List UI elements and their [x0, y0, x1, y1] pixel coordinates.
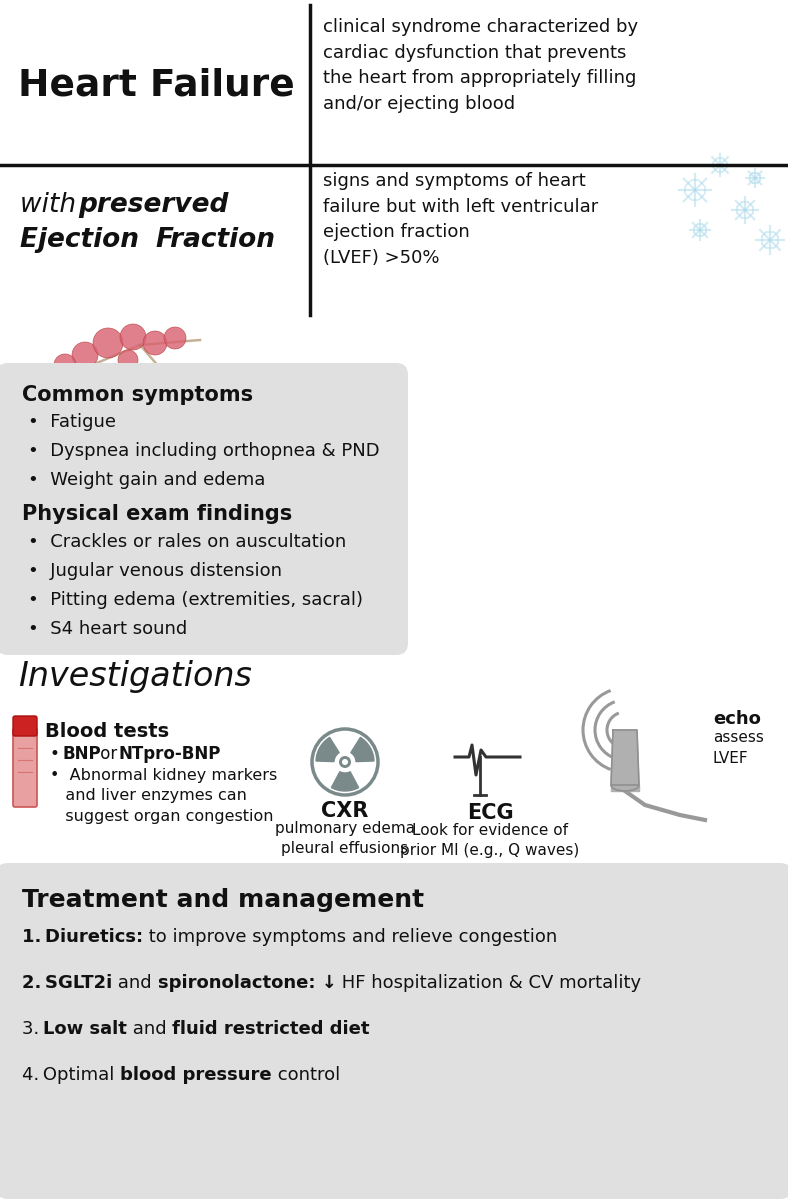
Text: Common symptoms: Common symptoms: [22, 385, 253, 404]
Text: ECG: ECG: [466, 803, 513, 823]
Text: Physical exam findings: Physical exam findings: [22, 504, 292, 524]
FancyBboxPatch shape: [0, 863, 788, 1199]
Circle shape: [118, 350, 138, 370]
Text: •  S4 heart sound: • S4 heart sound: [28, 620, 188, 638]
Polygon shape: [351, 738, 374, 762]
Text: •  Jugular venous distension: • Jugular venous distension: [28, 562, 282, 580]
Text: 2. SGLT2i: 2. SGLT2i: [22, 974, 112, 992]
Text: to improve symptoms and relieve congestion: to improve symptoms and relieve congesti…: [143, 928, 557, 946]
Text: blood pressure: blood pressure: [120, 1066, 272, 1084]
Text: 4. Optimal: 4. Optimal: [22, 1066, 120, 1084]
Text: Look for evidence of
prior MI (e.g., Q waves): Look for evidence of prior MI (e.g., Q w…: [400, 823, 580, 858]
Text: Low salt: Low salt: [43, 1020, 127, 1038]
Circle shape: [164, 326, 186, 349]
Circle shape: [66, 370, 84, 386]
Polygon shape: [316, 738, 339, 762]
Text: and: and: [112, 974, 158, 992]
Circle shape: [72, 342, 98, 368]
Text: spironolactone: ↓: spironolactone: ↓: [158, 974, 336, 992]
Text: control: control: [272, 1066, 340, 1084]
Circle shape: [312, 728, 378, 794]
Text: •  Abnormal kidney markers
   and liver enzymes can
   suggest organ congestion: • Abnormal kidney markers and liver enzy…: [50, 768, 277, 823]
Text: CXR: CXR: [322, 802, 369, 821]
FancyBboxPatch shape: [13, 716, 37, 736]
Text: Heart Failure: Heart Failure: [18, 67, 295, 103]
Text: •: •: [50, 745, 65, 763]
Circle shape: [143, 331, 167, 355]
Polygon shape: [611, 730, 639, 785]
Circle shape: [90, 365, 110, 385]
Text: Treatment and management: Treatment and management: [22, 888, 424, 912]
Text: NTpro-BNP: NTpro-BNP: [118, 745, 221, 763]
Text: or: or: [95, 745, 122, 763]
Text: and: and: [127, 1020, 172, 1038]
Text: HF hospitalization & CV mortality: HF hospitalization & CV mortality: [336, 974, 641, 992]
Text: signs and symptoms of heart
failure but with left ventricular
ejection fraction
: signs and symptoms of heart failure but …: [323, 172, 598, 268]
Circle shape: [93, 328, 123, 358]
Text: 1. Diuretics:: 1. Diuretics:: [22, 928, 143, 946]
Circle shape: [339, 756, 351, 768]
Text: 3.: 3.: [22, 1020, 43, 1038]
Text: fluid restricted diet: fluid restricted diet: [172, 1020, 370, 1038]
Circle shape: [120, 324, 146, 350]
Text: echo: echo: [713, 710, 761, 728]
Text: pulmonary edema
pleural effusions: pulmonary edema pleural effusions: [275, 821, 415, 856]
Text: assess
LVEF: assess LVEF: [713, 730, 764, 766]
Text: •  Dyspnea including orthopnea & PND: • Dyspnea including orthopnea & PND: [28, 442, 380, 460]
FancyBboxPatch shape: [13, 728, 37, 806]
Text: clinical syndrome characterized by
cardiac dysfunction that prevents
the heart f: clinical syndrome characterized by cardi…: [323, 18, 638, 113]
Circle shape: [54, 354, 76, 376]
Circle shape: [342, 758, 348, 766]
Text: with: with: [20, 192, 84, 218]
Polygon shape: [332, 772, 359, 791]
Text: •  Pitting edema (extremities, sacral): • Pitting edema (extremities, sacral): [28, 590, 363, 608]
FancyBboxPatch shape: [0, 362, 408, 655]
Text: •  Weight gain and edema: • Weight gain and edema: [28, 470, 266, 490]
Text: Investigations: Investigations: [18, 660, 252, 692]
Text: Ejection: Ejection: [20, 227, 148, 253]
Text: •  Crackles or rales on auscultation: • Crackles or rales on auscultation: [28, 533, 346, 551]
Circle shape: [40, 370, 60, 390]
Text: Fraction: Fraction: [155, 227, 275, 253]
Text: preserved: preserved: [78, 192, 229, 218]
Text: Blood tests: Blood tests: [45, 722, 169, 740]
Text: BNP: BNP: [62, 745, 101, 763]
Text: •  Fatigue: • Fatigue: [28, 413, 116, 431]
